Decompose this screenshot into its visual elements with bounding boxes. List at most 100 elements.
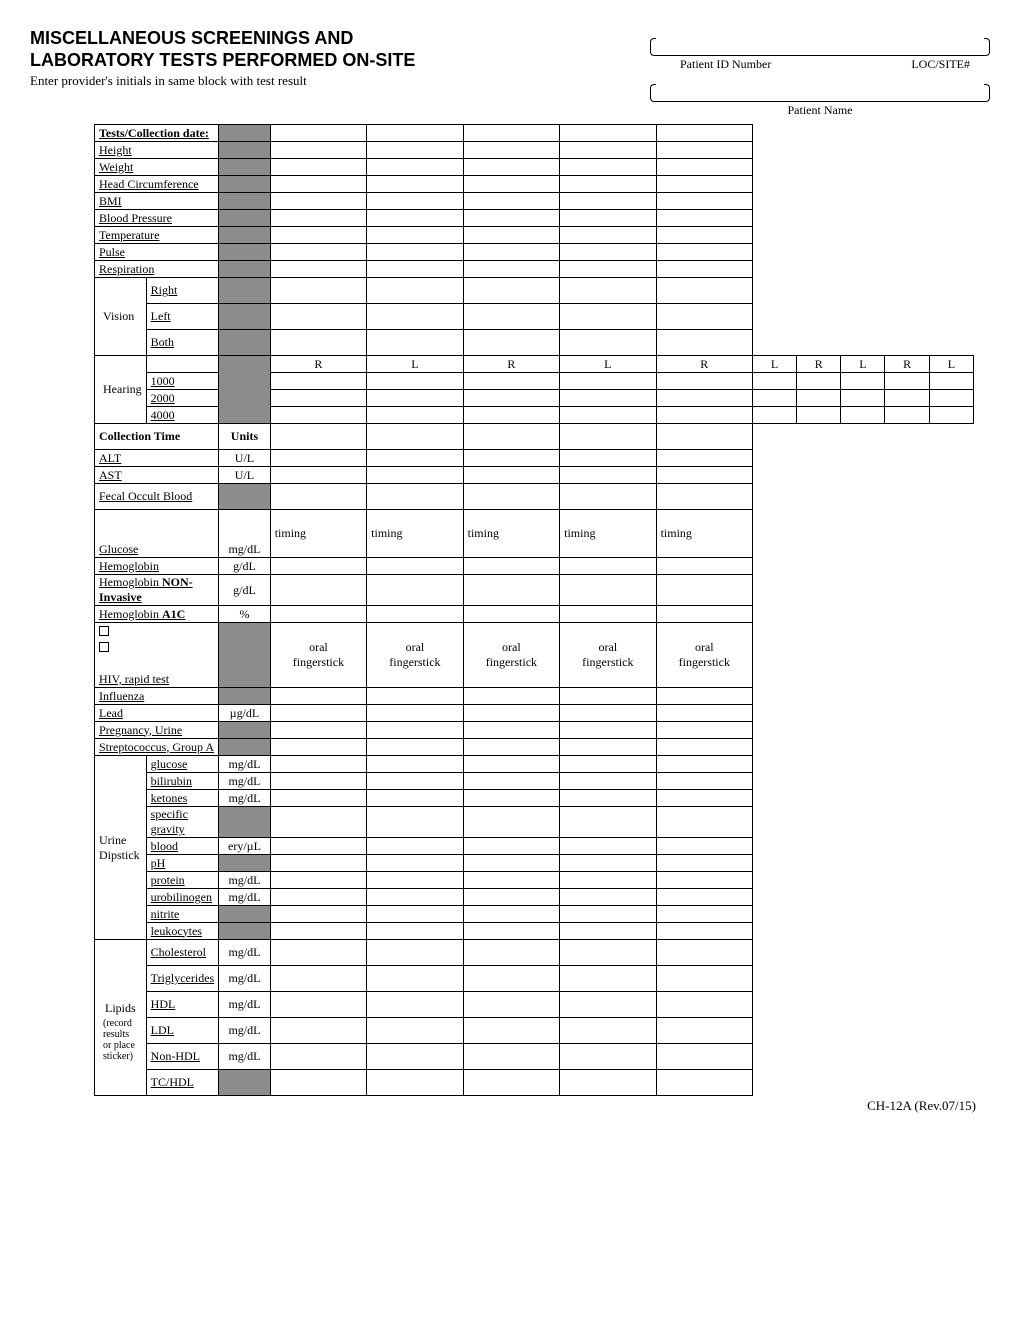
- data-cell[interactable]: [463, 125, 559, 142]
- data-cell[interactable]: [560, 330, 656, 356]
- data-cell[interactable]: [463, 606, 559, 623]
- data-cell[interactable]: [841, 373, 885, 390]
- data-cell[interactable]: [463, 390, 559, 407]
- data-cell[interactable]: [463, 966, 559, 992]
- data-cell[interactable]: [463, 940, 559, 966]
- timing-cell[interactable]: timing: [560, 510, 656, 558]
- data-cell[interactable]: [560, 940, 656, 966]
- data-cell[interactable]: [463, 1070, 559, 1096]
- data-cell[interactable]: [367, 390, 463, 407]
- data-cell[interactable]: [270, 558, 366, 575]
- data-cell[interactable]: [270, 790, 366, 807]
- data-cell[interactable]: [656, 261, 752, 278]
- data-cell[interactable]: [270, 210, 366, 227]
- data-cell[interactable]: [656, 1070, 752, 1096]
- data-cell[interactable]: [656, 838, 752, 855]
- data-cell[interactable]: [367, 722, 463, 739]
- data-cell[interactable]: [367, 373, 463, 390]
- data-cell[interactable]: [367, 304, 463, 330]
- data-cell[interactable]: [656, 484, 752, 510]
- data-cell[interactable]: [560, 855, 656, 872]
- data-cell[interactable]: [656, 176, 752, 193]
- data-cell[interactable]: [560, 838, 656, 855]
- data-cell[interactable]: [463, 872, 559, 889]
- data-cell[interactable]: [656, 722, 752, 739]
- data-cell[interactable]: [367, 278, 463, 304]
- data-cell[interactable]: [463, 450, 559, 467]
- data-cell[interactable]: [560, 304, 656, 330]
- data-cell[interactable]: [463, 688, 559, 705]
- data-cell[interactable]: [463, 373, 559, 390]
- data-cell[interactable]: [560, 688, 656, 705]
- data-cell[interactable]: [270, 606, 366, 623]
- data-cell[interactable]: [270, 966, 366, 992]
- hiv-cell[interactable]: oralfingerstick: [560, 623, 656, 688]
- data-cell[interactable]: [270, 1070, 366, 1096]
- data-cell[interactable]: [841, 390, 885, 407]
- data-cell[interactable]: [463, 855, 559, 872]
- data-cell[interactable]: [463, 756, 559, 773]
- data-cell[interactable]: [367, 450, 463, 467]
- data-cell[interactable]: [463, 773, 559, 790]
- data-cell[interactable]: [656, 575, 752, 606]
- data-cell[interactable]: [270, 739, 366, 756]
- data-cell[interactable]: [270, 855, 366, 872]
- data-cell[interactable]: [367, 125, 463, 142]
- data-cell[interactable]: [560, 424, 656, 450]
- data-cell[interactable]: [560, 1018, 656, 1044]
- data-cell[interactable]: [463, 1044, 559, 1070]
- data-cell[interactable]: [270, 575, 366, 606]
- data-cell[interactable]: [367, 923, 463, 940]
- data-cell[interactable]: [270, 872, 366, 889]
- data-cell[interactable]: [270, 176, 366, 193]
- data-cell[interactable]: [560, 739, 656, 756]
- data-cell[interactable]: [656, 125, 752, 142]
- data-cell[interactable]: [656, 756, 752, 773]
- data-cell[interactable]: [656, 304, 752, 330]
- data-cell[interactable]: [656, 467, 752, 484]
- data-cell[interactable]: [463, 176, 559, 193]
- data-cell[interactable]: [797, 390, 841, 407]
- data-cell[interactable]: [367, 261, 463, 278]
- data-cell[interactable]: [560, 373, 656, 390]
- data-cell[interactable]: [367, 467, 463, 484]
- data-cell[interactable]: [656, 739, 752, 756]
- data-cell[interactable]: [560, 484, 656, 510]
- data-cell[interactable]: [463, 790, 559, 807]
- data-cell[interactable]: [367, 966, 463, 992]
- data-cell[interactable]: [463, 407, 559, 424]
- data-cell[interactable]: [367, 992, 463, 1018]
- data-cell[interactable]: [560, 227, 656, 244]
- data-cell[interactable]: [463, 992, 559, 1018]
- data-cell[interactable]: [367, 889, 463, 906]
- data-cell[interactable]: [270, 1044, 366, 1070]
- data-cell[interactable]: [560, 244, 656, 261]
- data-cell[interactable]: [270, 838, 366, 855]
- data-cell[interactable]: [463, 484, 559, 510]
- data-cell[interactable]: [560, 790, 656, 807]
- data-cell[interactable]: [560, 1044, 656, 1070]
- timing-cell[interactable]: timing: [367, 510, 463, 558]
- data-cell[interactable]: [560, 450, 656, 467]
- data-cell[interactable]: [656, 705, 752, 722]
- data-cell[interactable]: [656, 210, 752, 227]
- data-cell[interactable]: [463, 210, 559, 227]
- data-cell[interactable]: [270, 467, 366, 484]
- data-cell[interactable]: [367, 1018, 463, 1044]
- data-cell[interactable]: [656, 450, 752, 467]
- data-cell[interactable]: [270, 227, 366, 244]
- data-cell[interactable]: [270, 940, 366, 966]
- data-cell[interactable]: [753, 373, 797, 390]
- data-cell[interactable]: [656, 940, 752, 966]
- data-cell[interactable]: [797, 407, 841, 424]
- data-cell[interactable]: [270, 923, 366, 940]
- data-cell[interactable]: [270, 773, 366, 790]
- data-cell[interactable]: [367, 210, 463, 227]
- timing-cell[interactable]: timing: [270, 510, 366, 558]
- data-cell[interactable]: [367, 940, 463, 966]
- data-cell[interactable]: [656, 373, 752, 390]
- data-cell[interactable]: [270, 424, 366, 450]
- data-cell[interactable]: [270, 278, 366, 304]
- data-cell[interactable]: [463, 807, 559, 838]
- data-cell[interactable]: [885, 407, 929, 424]
